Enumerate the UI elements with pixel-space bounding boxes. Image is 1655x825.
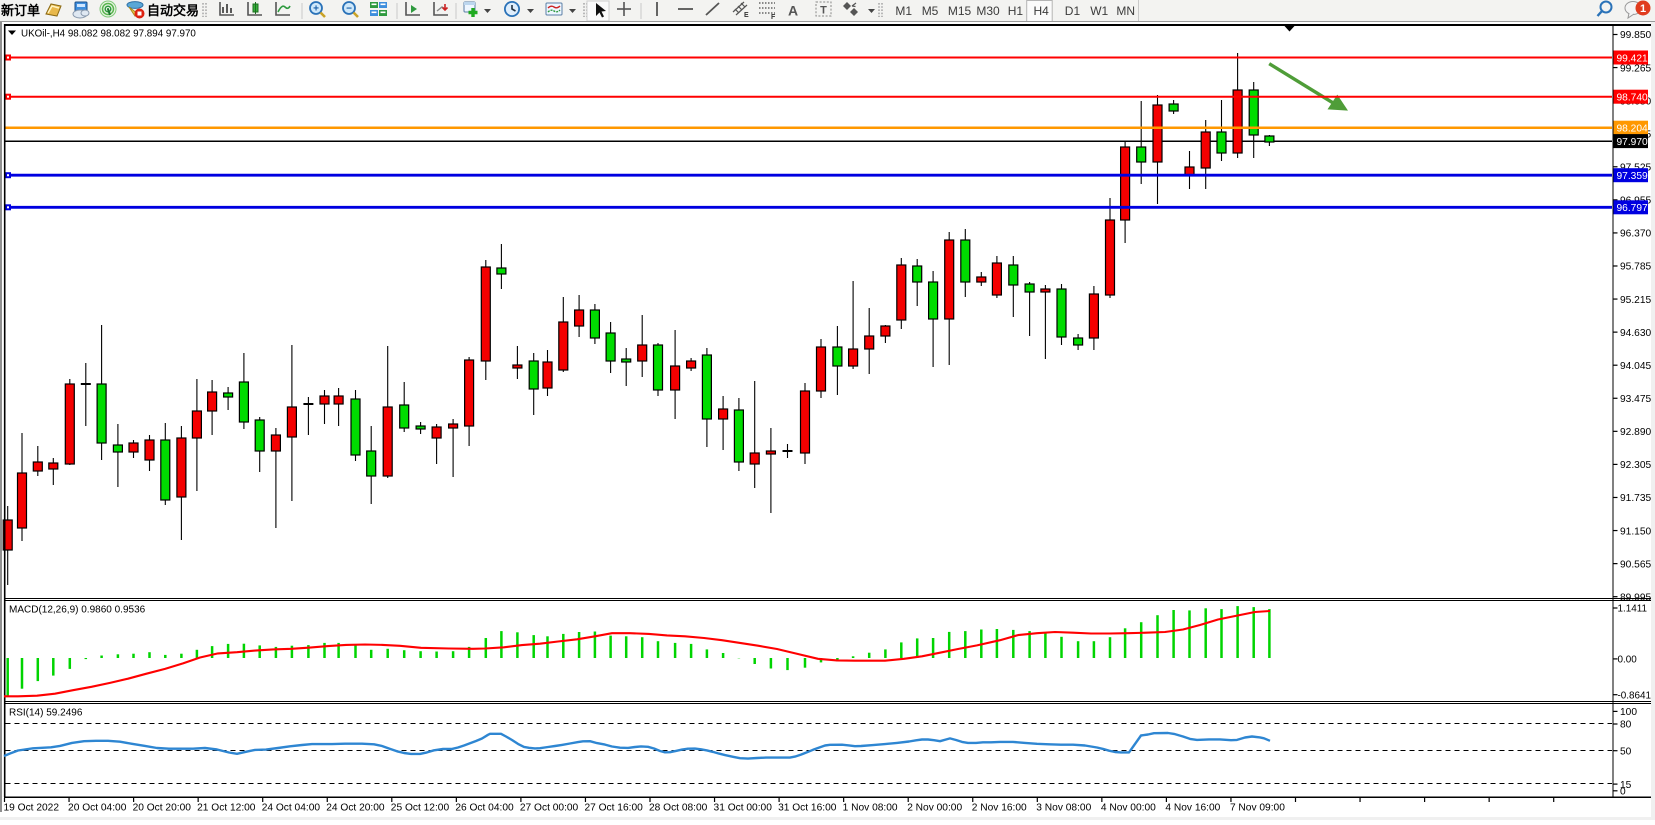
svg-text:28 Oct 08:00: 28 Oct 08:00 — [649, 803, 708, 814]
svg-text:26 Oct 04:00: 26 Oct 04:00 — [455, 803, 514, 814]
svg-text:95.785: 95.785 — [1620, 262, 1651, 273]
svg-text:-0.8641: -0.8641 — [1618, 690, 1652, 701]
svg-text:24 Oct 20:00: 24 Oct 20:00 — [326, 803, 385, 814]
svg-text:+: + — [313, 4, 319, 15]
svg-text:0.00: 0.00 — [1618, 655, 1638, 666]
svg-text:0: 0 — [1620, 787, 1626, 798]
svg-text:27 Oct 16:00: 27 Oct 16:00 — [584, 803, 643, 814]
svg-text:H4: H4 — [1034, 4, 1050, 18]
svg-text:99.850: 99.850 — [1620, 30, 1651, 41]
svg-text:91.150: 91.150 — [1620, 526, 1651, 537]
svg-text:24 Oct 04:00: 24 Oct 04:00 — [262, 803, 321, 814]
svg-text:98.740: 98.740 — [1617, 93, 1648, 104]
svg-text:E: E — [744, 12, 749, 19]
svg-text:27 Oct 00:00: 27 Oct 00:00 — [520, 803, 579, 814]
svg-text:94.630: 94.630 — [1620, 328, 1651, 339]
svg-text:UKOil-,H4 98.082 98.082 97.89: UKOil-,H4 98.082 98.082 97.894 97.970 — [21, 28, 196, 39]
svg-text:91.735: 91.735 — [1620, 493, 1651, 504]
svg-text:T: T — [820, 5, 827, 17]
svg-text:1 Nov 08:00: 1 Nov 08:00 — [843, 803, 898, 814]
svg-text:M15: M15 — [948, 4, 972, 18]
svg-text:M30: M30 — [976, 4, 1000, 18]
svg-text:1: 1 — [1640, 3, 1646, 15]
svg-text:2 Nov 00:00: 2 Nov 00:00 — [907, 803, 962, 814]
svg-text:−: − — [346, 4, 352, 15]
svg-text:15: 15 — [1620, 780, 1632, 791]
svg-text:A: A — [788, 3, 798, 19]
svg-text:93.475: 93.475 — [1620, 394, 1651, 405]
svg-text:19 Oct 2022: 19 Oct 2022 — [4, 803, 60, 814]
svg-text:97.525: 97.525 — [1620, 162, 1651, 173]
svg-text:RSI(14) 59.2496: RSI(14) 59.2496 — [9, 708, 83, 719]
svg-text:W1: W1 — [1090, 4, 1108, 18]
svg-text:100: 100 — [1620, 707, 1637, 718]
svg-text:50: 50 — [1620, 746, 1632, 757]
svg-text:F: F — [771, 14, 776, 21]
svg-text:20 Oct 20:00: 20 Oct 20:00 — [133, 803, 192, 814]
svg-text:21 Oct 12:00: 21 Oct 12:00 — [197, 803, 256, 814]
svg-text:99.265: 99.265 — [1620, 63, 1651, 74]
svg-text:20 Oct 04:00: 20 Oct 04:00 — [68, 803, 127, 814]
svg-text:MACD(12,26,9) 0.9860 0.9536: MACD(12,26,9) 0.9860 0.9536 — [9, 605, 146, 616]
svg-text:90.565: 90.565 — [1620, 559, 1651, 570]
svg-text:25 Oct 12:00: 25 Oct 12:00 — [391, 803, 450, 814]
svg-text:M1: M1 — [895, 4, 912, 18]
svg-text:4 Nov 16:00: 4 Nov 16:00 — [1165, 803, 1220, 814]
svg-text:80: 80 — [1620, 720, 1632, 731]
svg-text:1.1411: 1.1411 — [1618, 604, 1648, 615]
svg-text:7 Nov 09:00: 7 Nov 09:00 — [1230, 803, 1285, 814]
svg-text:4 Nov 00:00: 4 Nov 00:00 — [1101, 803, 1156, 814]
svg-text:3 Nov 08:00: 3 Nov 08:00 — [1036, 803, 1091, 814]
svg-text:H1: H1 — [1008, 4, 1024, 18]
svg-text:92.305: 92.305 — [1620, 460, 1651, 471]
svg-text:96.797: 96.797 — [1617, 203, 1648, 214]
svg-text:新订单: 新订单 — [1, 3, 40, 18]
svg-text:97.359: 97.359 — [1617, 171, 1648, 182]
svg-text:D1: D1 — [1065, 4, 1081, 18]
svg-text:89.995: 89.995 — [1620, 592, 1651, 603]
svg-text:98.204: 98.204 — [1617, 124, 1648, 135]
svg-text:95.215: 95.215 — [1620, 295, 1651, 306]
svg-text:92.890: 92.890 — [1620, 427, 1651, 438]
svg-text:M5: M5 — [922, 4, 939, 18]
svg-text:31 Oct 00:00: 31 Oct 00:00 — [714, 803, 773, 814]
svg-text:MN: MN — [1116, 4, 1135, 18]
svg-text:99.421: 99.421 — [1617, 53, 1648, 64]
svg-text:97.970: 97.970 — [1617, 137, 1648, 148]
svg-text:自动交易: 自动交易 — [147, 3, 199, 18]
svg-text:94.045: 94.045 — [1620, 361, 1651, 372]
svg-text:31 Oct 16:00: 31 Oct 16:00 — [778, 803, 837, 814]
svg-text:96.370: 96.370 — [1620, 229, 1651, 240]
svg-text:2 Nov 16:00: 2 Nov 16:00 — [972, 803, 1027, 814]
